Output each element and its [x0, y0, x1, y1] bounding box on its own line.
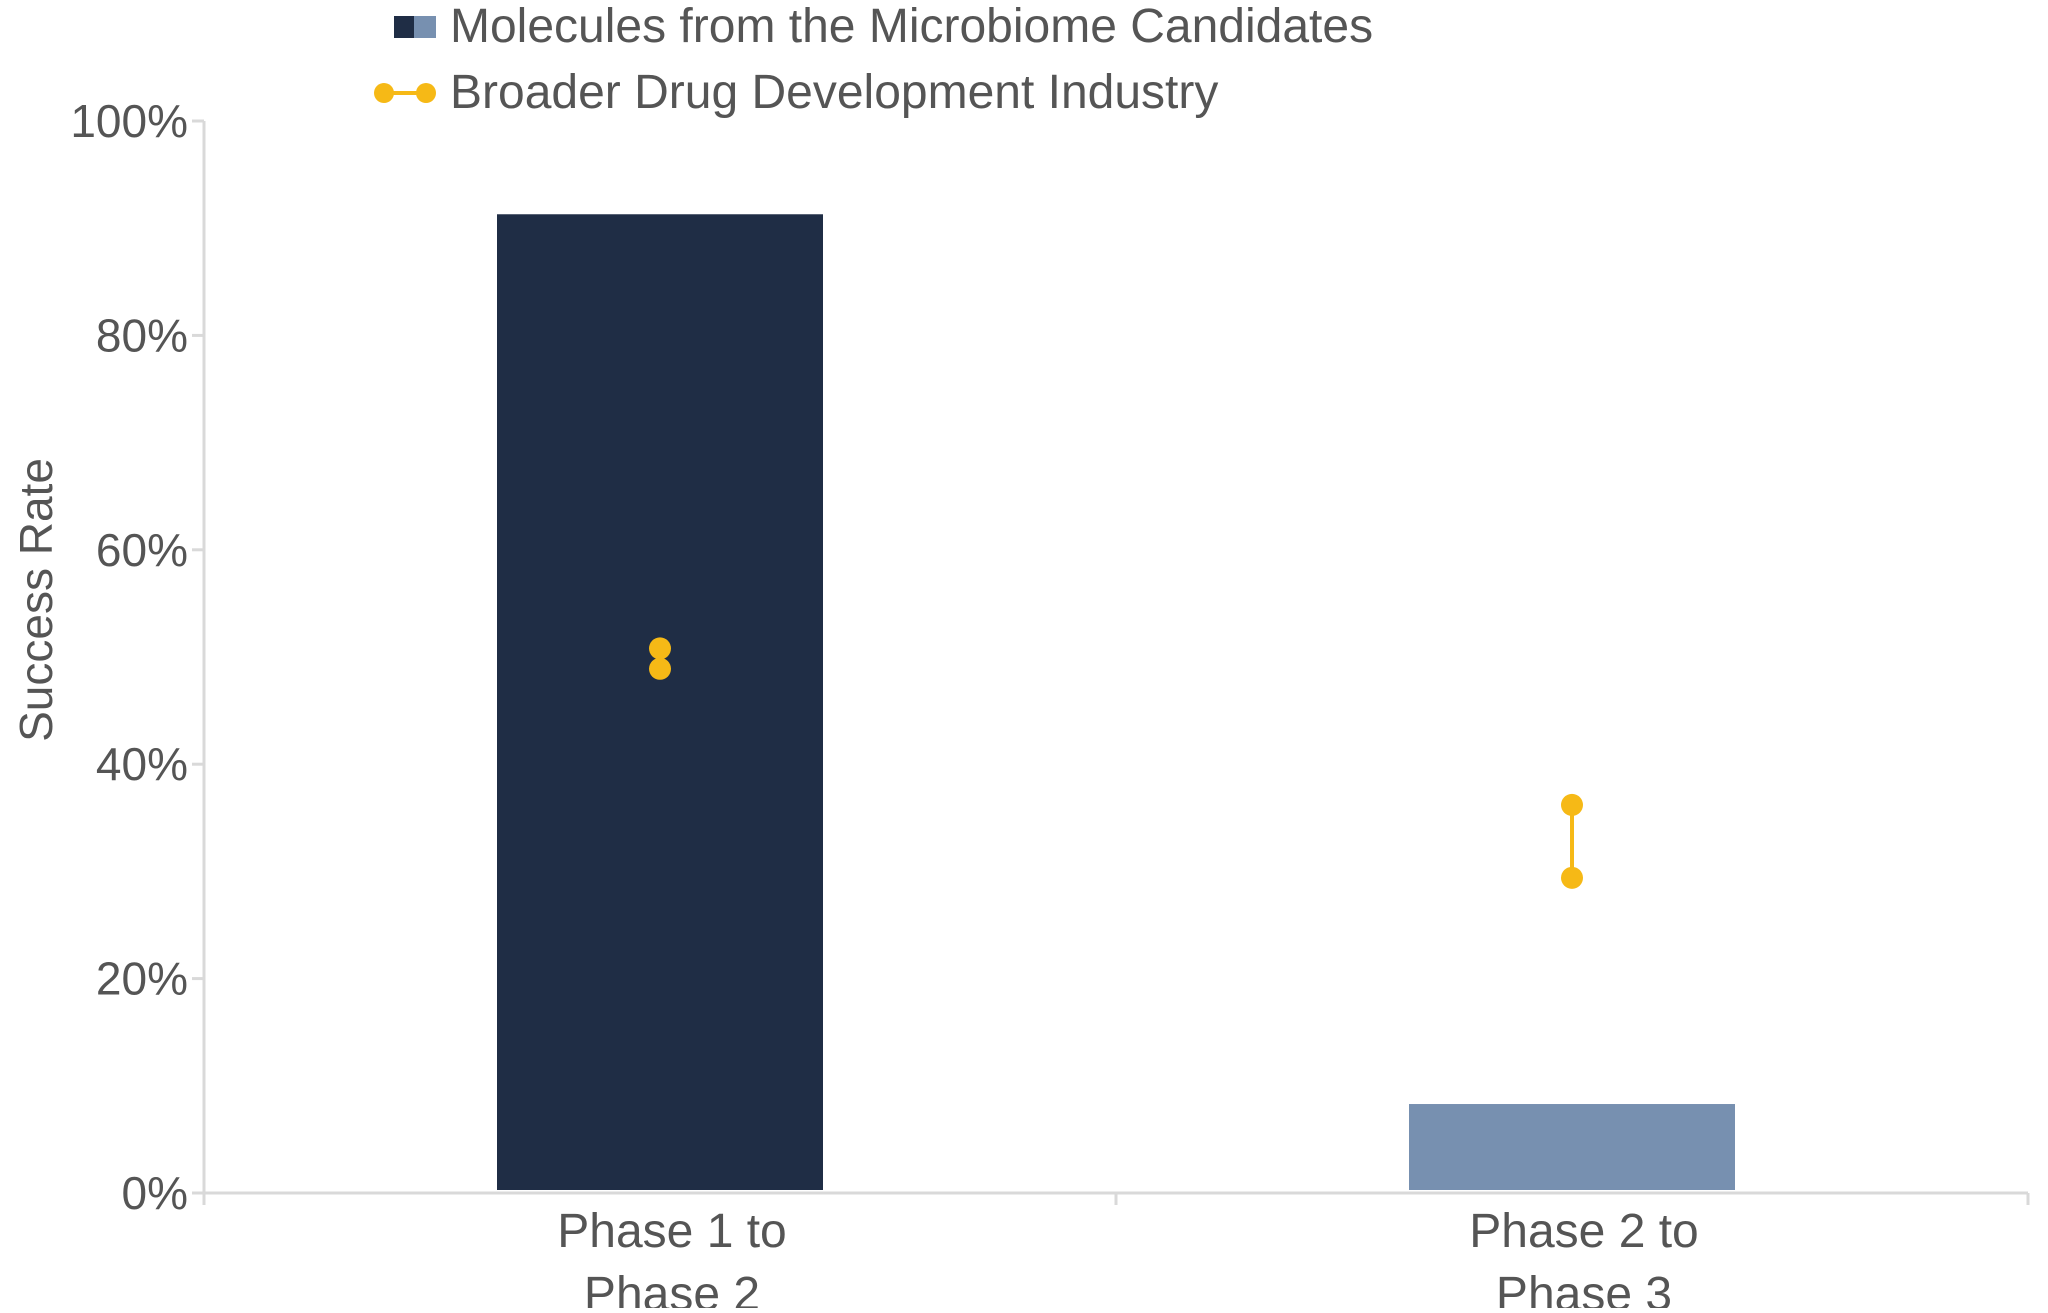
- legend-range-dot-right: [416, 83, 436, 103]
- y-tick-label: 40%: [96, 738, 188, 790]
- range-point-low: [649, 657, 671, 680]
- bar: [1409, 1104, 1735, 1190]
- y-tick-label: 0%: [122, 1167, 188, 1219]
- legend-item-range: Broader Drug Development Industry: [374, 66, 1218, 119]
- y-tick-label: 20%: [96, 953, 188, 1005]
- x-tick-label: Phase 2 to: [1469, 1205, 1699, 1258]
- legend-label-bars: Molecules from the Microbiome Candidates: [450, 0, 1373, 53]
- legend-swatch-dark: [394, 16, 414, 38]
- bar: [497, 214, 823, 1190]
- legend-swatch-light: [414, 16, 436, 38]
- legend-label-range: Broader Drug Development Industry: [450, 66, 1218, 119]
- y-tick-label: 60%: [96, 524, 188, 576]
- range-point-high: [1561, 793, 1583, 816]
- y-tick-label: 100%: [70, 95, 188, 147]
- x-tick-label: Phase 1 to: [557, 1205, 787, 1258]
- y-axis-label: Success Rate: [10, 458, 62, 742]
- x-tick-label: Phase 3: [1496, 1268, 1672, 1308]
- legend-range-dot-left: [374, 83, 394, 103]
- range-point-low: [1561, 866, 1583, 889]
- y-tick-label: 80%: [96, 309, 188, 361]
- range-point-high: [649, 637, 671, 660]
- plot-area: 0% 20% 40% 60% 80% 100% Phase 1 to Phase 2 Phase…: [70, 95, 2030, 1313]
- legend-item-bars: Molecules from the Microbiome Candidates: [394, 0, 1373, 53]
- x-tick-label: Phase 2: [584, 1268, 760, 1308]
- legend: Molecules from the Microbiome Candidates…: [374, 0, 1373, 119]
